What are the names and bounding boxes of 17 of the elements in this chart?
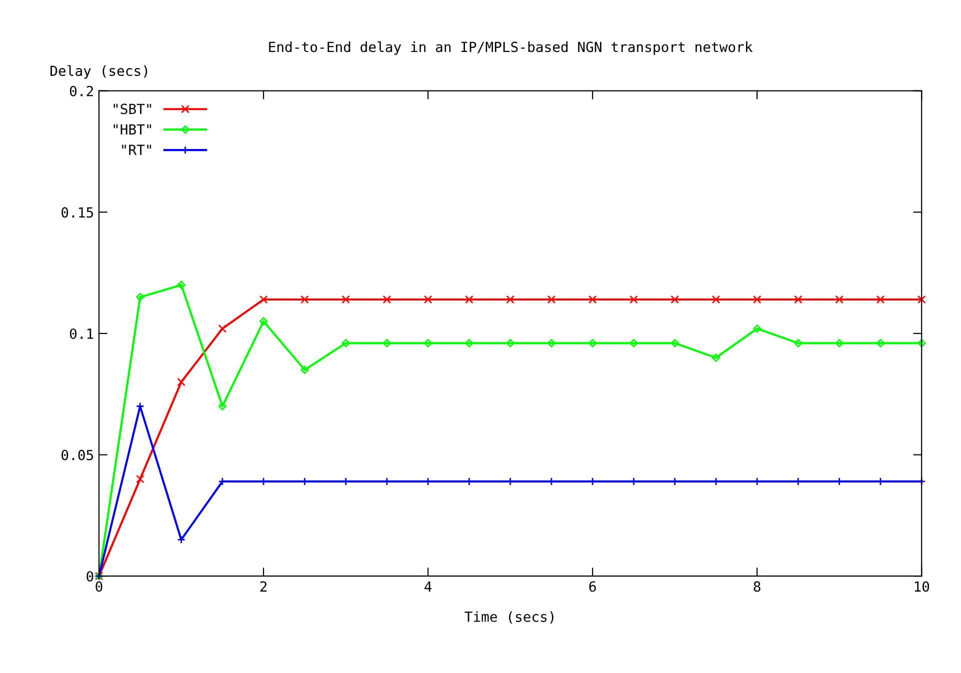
- legend-label: "HBT": [114, 124, 151, 134]
- x-axis-title: Time (secs): [464, 611, 554, 624]
- x-tick-label: 4: [424, 581, 432, 592]
- x-tick-label: 10: [914, 581, 930, 592]
- x-tick-label: 0: [96, 581, 102, 592]
- y-tick-label: 0: [86, 571, 94, 582]
- y-tick-label: 0.15: [62, 207, 94, 218]
- legend-label: "RT": [122, 144, 151, 155]
- y-axis-title: Delay (secs): [50, 65, 148, 79]
- chart-title: End-to-End delay in an IP/MPLS-based NGN transport network: [269, 41, 753, 55]
- legend-label: "SBT": [114, 104, 151, 114]
- y-tick-label: 0.2: [70, 86, 93, 96]
- x-tick-label: 6: [589, 581, 596, 592]
- y-tick-label: 0.05: [62, 450, 94, 460]
- x-tick-label: 2: [260, 581, 267, 592]
- y-tick-label: 0.1: [70, 328, 94, 339]
- x-tick-label: 8: [754, 581, 760, 592]
